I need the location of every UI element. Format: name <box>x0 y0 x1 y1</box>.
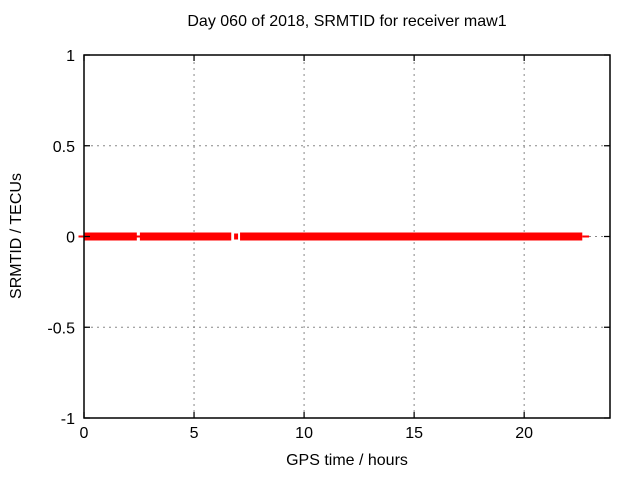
data-series-thin-segment <box>136 235 141 238</box>
data-series-segment <box>240 232 583 241</box>
data-series-segment <box>234 233 239 240</box>
y-tick-label: 1 <box>66 48 75 65</box>
x-axis-label: GPS time / hours <box>286 452 408 469</box>
data-series-segment <box>84 232 137 241</box>
plot-border <box>83 54 611 419</box>
data-series-segment <box>139 232 232 241</box>
x-tick-label: 10 <box>295 425 313 442</box>
data-series-thin-segment <box>582 235 590 238</box>
data-series-thin-segment <box>78 235 86 238</box>
y-tick-label: 0 <box>66 230 75 247</box>
chart-title: Day 060 of 2018, SRMTID for receiver maw… <box>187 13 507 30</box>
y-tick-label: 0.5 <box>53 139 75 156</box>
y-tick-label: -0.5 <box>47 320 75 337</box>
x-tick-label: 15 <box>405 425 423 442</box>
x-tick-label: 5 <box>190 425 199 442</box>
x-tick-label: 0 <box>80 425 89 442</box>
x-tick-label: 20 <box>515 425 533 442</box>
y-tick-label: -1 <box>61 411 75 428</box>
